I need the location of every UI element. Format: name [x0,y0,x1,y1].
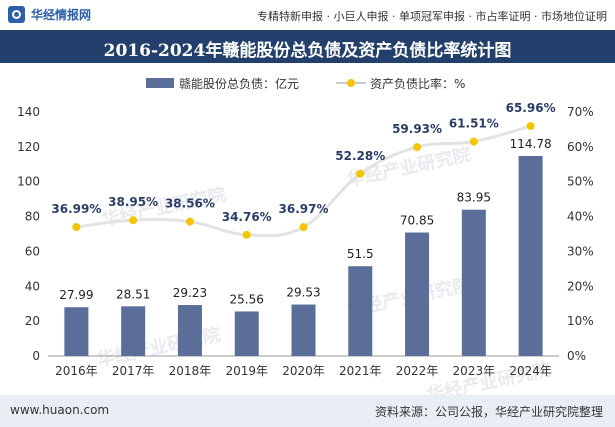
legend-line-marker [347,79,355,87]
bar-value-label: 27.99 [59,288,93,302]
bar [461,209,486,356]
ratio-value-label: 52.28% [335,149,385,163]
bar-value-label: 83.95 [457,191,491,205]
legend-bar-label: 赣能股份总负债：亿元 [179,76,299,91]
ratio-marker [72,223,81,232]
bar-value-label: 51.5 [347,247,374,261]
bar [405,232,430,356]
chart-title: 2016-2024年赣能股份总负债及资产负债比率统计图 [103,41,512,61]
x-tick-label: 2017年 [112,364,155,378]
bar [291,304,316,356]
bar-value-label: 70.85 [400,214,434,228]
ratio-marker [469,137,478,146]
ratio-marker [299,223,308,232]
ratio-value-label: 34.76% [222,210,272,224]
y-left-tick-label: 120 [17,140,40,154]
bar [177,305,202,356]
bar [121,306,146,356]
y-left-tick-label: 140 [17,105,40,119]
y-left-tick-label: 80 [25,210,40,224]
bar-value-label: 29.23 [173,286,207,300]
y-right-tick-label: 10% [567,314,594,328]
y-left-tick-label: 100 [17,175,40,189]
y-left-tick-label: 20 [25,314,40,328]
bar [64,307,89,356]
x-tick-label: 2024年 [509,364,552,378]
x-tick-label: 2021年 [339,364,382,378]
y-left-tick-label: 60 [25,244,40,258]
top-links[interactable]: 专精特新申报 · 小巨人申报 · 单项冠军申报 · 市占率证明 · 市场地位证明 [257,10,607,23]
ratio-value-label: 59.93% [392,122,442,136]
legend-bar-swatch [146,78,174,88]
x-tick-label: 2020年 [282,364,325,378]
ratio-marker [356,169,365,178]
source-note: 资料来源：公司公报，华经产业研究院整理 [374,405,603,419]
ratio-marker [129,216,138,225]
y-right-tick-label: 0% [567,349,586,363]
y-left-tick-label: 0 [32,349,40,363]
y-right-tick-label: 60% [567,140,594,154]
legend-line-label: 资产负债比率：% [370,76,465,91]
ratio-marker [242,230,251,239]
ratio-value-label: 38.95% [108,195,158,209]
ratio-marker [413,143,422,152]
y-right-tick-label: 70% [567,105,594,119]
bar [348,266,373,356]
bar [234,311,259,356]
bar [518,155,543,356]
bar-value-label: 28.51 [116,287,150,301]
data-labels: 27.99 28.51 29.23 25.56 29.53 51.5 70.85 83.95 1… [51,101,555,306]
bars [64,155,543,356]
x-tick-label: 2022年 [396,364,439,378]
ratio-value-label: 36.97% [279,202,329,216]
ratio-line [72,122,535,239]
bar-value-label: 29.53 [286,286,320,300]
logo[interactable]: 华经情报网 [8,6,91,23]
x-tick-label: 2016年 [55,364,98,378]
footer-bar: www.huaon.com 资料来源：公司公报，华经产业研究院整理 [0,395,615,427]
chart: 华经产业研究院华经产业研究院华经产业研究院华经产业研究院华经产业研究院 赣能股份… [17,76,594,395]
y-right-tick-label: 50% [567,175,594,189]
y-right-tick-label: 20% [567,279,594,293]
x-tick-label: 2018年 [169,364,212,378]
logo-text: 华经情报网 [31,8,92,22]
top-bar: 华经情报网 专精特新申报 · 小巨人申报 · 单项冠军申报 · 市占率证明 · … [0,0,615,30]
ratio-marker [526,122,535,131]
website-link[interactable]: www.huaon.com [10,403,110,417]
bar-value-label: 25.56 [230,292,264,306]
y-right-tick-label: 30% [567,244,594,258]
bar-value-label: 114.78 [510,137,552,151]
y-left-tick-label: 40 [25,279,40,293]
x-tick-label: 2019年 [225,364,268,378]
y-right-tick-label: 40% [567,210,594,224]
ratio-value-label: 61.51% [449,117,499,131]
ratio-value-label: 36.99% [51,202,101,216]
ratio-marker [185,217,194,226]
legend: 赣能股份总负债：亿元 资产负债比率：% [146,76,465,91]
ratio-value-label: 65.96% [506,101,556,115]
title-bar: 2016-2024年赣能股份总负债及资产负债比率统计图 [0,30,615,63]
x-tick-label: 2023年 [453,364,496,378]
ratio-value-label: 38.56% [165,197,215,211]
logo-icon [8,6,25,23]
